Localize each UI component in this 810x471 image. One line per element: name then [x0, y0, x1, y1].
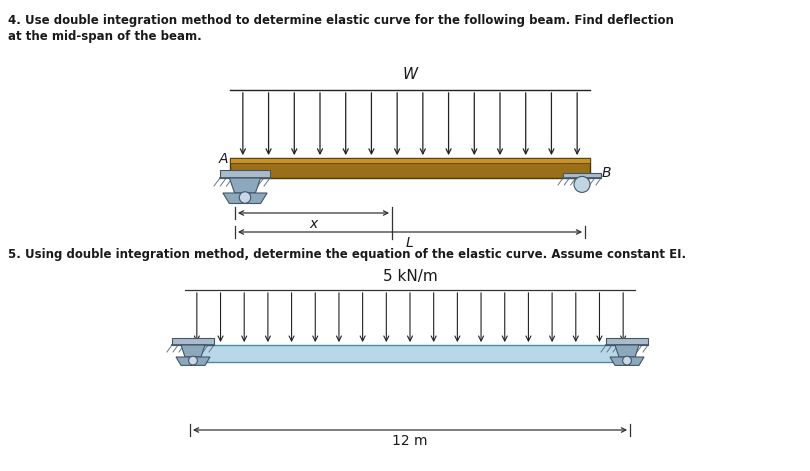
Polygon shape [176, 357, 210, 365]
Polygon shape [229, 178, 261, 193]
Polygon shape [610, 357, 644, 365]
Bar [230, 158, 590, 163]
Text: 12 m: 12 m [392, 434, 428, 448]
Circle shape [189, 356, 198, 365]
Bar [606, 338, 648, 345]
Text: W: W [403, 67, 418, 82]
Text: B: B [602, 166, 612, 180]
Bar [185, 345, 635, 362]
Bar [230, 158, 590, 178]
Text: 5 kN/m: 5 kN/m [382, 269, 437, 284]
Bar [220, 170, 270, 178]
Text: L: L [406, 236, 414, 250]
Bar [563, 173, 601, 178]
Bar [172, 338, 214, 345]
Circle shape [574, 177, 590, 192]
Text: 5. Using double integration method, determine the equation of the elastic curve.: 5. Using double integration method, dete… [8, 248, 686, 261]
Text: x: x [309, 217, 318, 231]
Polygon shape [181, 345, 205, 357]
Text: at the mid-span of the beam.: at the mid-span of the beam. [8, 30, 202, 43]
Circle shape [623, 356, 632, 365]
Text: A: A [218, 152, 228, 166]
Text: 4. Use double integration method to determine elastic curve for the following be: 4. Use double integration method to dete… [8, 14, 674, 27]
Polygon shape [223, 193, 267, 203]
Polygon shape [615, 345, 639, 357]
Circle shape [239, 192, 251, 203]
